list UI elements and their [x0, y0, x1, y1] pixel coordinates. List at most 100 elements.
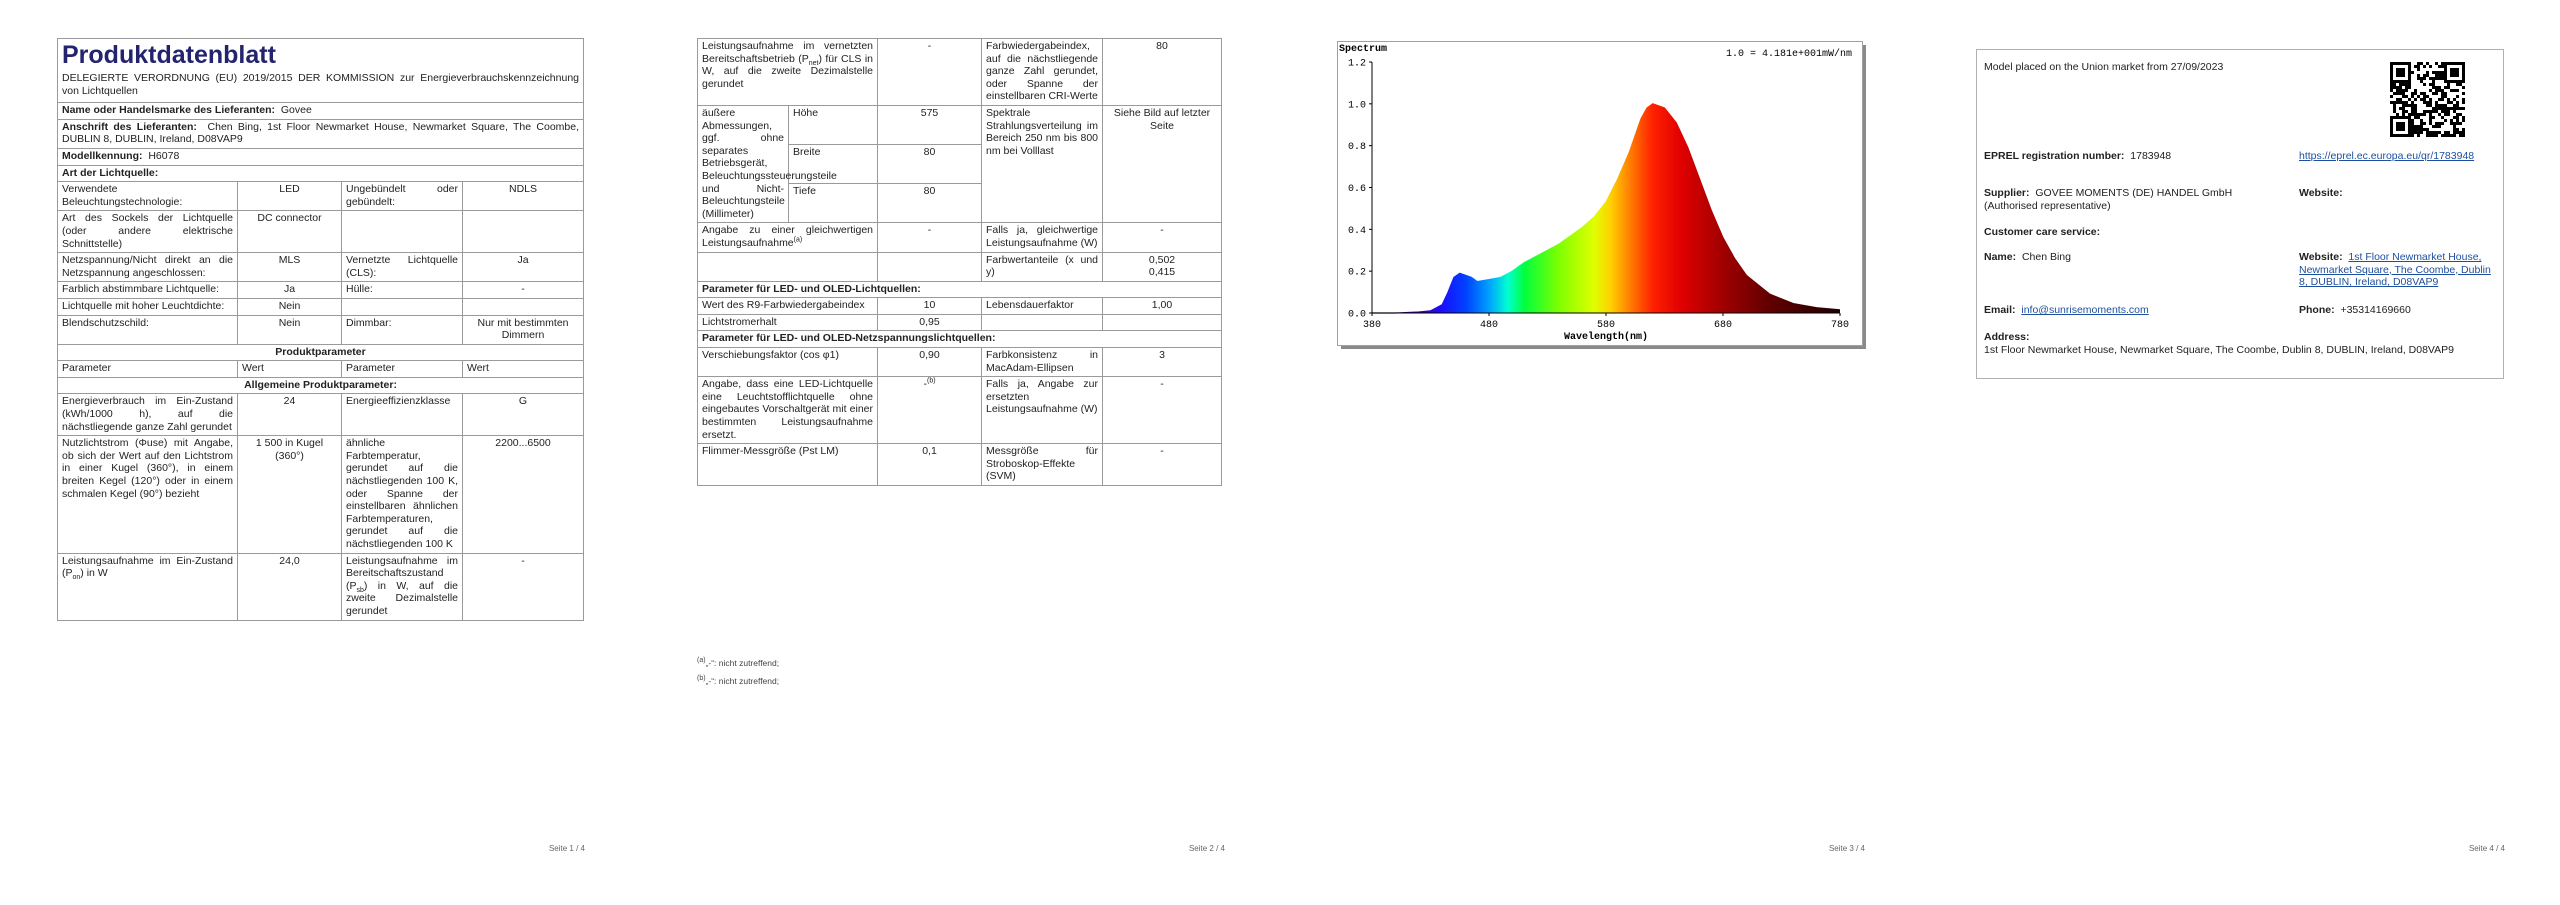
qr-module — [2435, 92, 2438, 95]
qr-module — [2429, 101, 2432, 104]
qr-module — [2402, 107, 2405, 110]
qr-module — [2408, 65, 2411, 68]
table-cell: Farbkonsistenz in MacAdam-Ellipsen — [981, 347, 1104, 378]
qr-module — [2423, 74, 2426, 77]
qr-module — [2411, 110, 2414, 113]
table-cell: Nutzlichtstrom (Φuse) mit Angabe, ob sic… — [57, 435, 238, 554]
text: Netzspannung/Nicht direkt an die Netzspa… — [62, 254, 233, 279]
qr-module — [2420, 92, 2423, 95]
qr-module — [2456, 62, 2459, 65]
contact-name: Name: Chen Bing — [1984, 251, 2071, 264]
qr-module — [2426, 131, 2429, 134]
table-cell: Name oder Handelsmarke des Lieferanten: … — [56, 102, 585, 120]
customer-care-heading: Customer care service: — [1984, 226, 2101, 238]
qr-module — [2459, 80, 2462, 83]
qr-module — [2408, 128, 2411, 131]
table-row: Angabe zu einer gleichwertigen Leistungs… — [696, 222, 1223, 253]
y-tick-label: 0.8 — [1348, 142, 1366, 153]
qr-module — [2390, 134, 2393, 137]
qr-module — [2390, 86, 2393, 89]
footnote: (a)„-“: nicht zutreffend; — [697, 657, 779, 668]
text: - — [1160, 378, 1164, 391]
qr-module — [2453, 134, 2456, 137]
qr-module — [2396, 71, 2399, 74]
qr-module — [2405, 116, 2408, 119]
qr-module — [2399, 62, 2402, 65]
qr-module — [2429, 98, 2432, 101]
subscript: sb — [356, 586, 364, 594]
qr-module — [2402, 116, 2405, 119]
qr-module — [2456, 128, 2459, 131]
qr-module — [2444, 86, 2447, 89]
qr-module — [2423, 65, 2426, 68]
value[interactable]: 1st Floor Newmarket House, Newmarket Squ… — [2299, 251, 2491, 289]
qr-module — [2435, 122, 2438, 125]
label: Modellkennung: — [62, 149, 143, 162]
table-cell — [877, 251, 983, 282]
table-cell: Angabe, dass eine LED-Lichtquelle eine L… — [696, 376, 879, 445]
qr-module — [2429, 65, 2432, 68]
qr-module — [2417, 95, 2420, 98]
qr-module — [2411, 131, 2414, 134]
supplier: Supplier: GOVEE MOMENTS (DE) HANDEL GmbH… — [1984, 187, 2284, 212]
qr-module — [2459, 134, 2462, 137]
table-cell: Energieeffizienzklasse — [341, 393, 463, 437]
qr-module — [2438, 89, 2441, 92]
table-cell: Höhe — [787, 104, 879, 146]
table-cell: 80 — [877, 144, 983, 185]
qr-module — [2453, 62, 2456, 65]
text: Leistungsaufnahme im Ein-Zustand (P — [62, 554, 233, 580]
qr-module — [2444, 131, 2447, 134]
text: Lichtstromerhalt — [702, 315, 777, 328]
qr-module — [2438, 131, 2441, 134]
qr-module — [2435, 89, 2438, 92]
table-row: Lichtstromerhalt 0,95 — [696, 313, 1223, 332]
page-footer: Seite 4 / 4 — [2468, 844, 2505, 853]
qr-module — [2447, 86, 2450, 89]
page-title: Produktdatenblatt — [62, 41, 276, 69]
qr-module — [2441, 116, 2444, 119]
qr-module — [2462, 80, 2465, 83]
qr-module — [2456, 68, 2459, 71]
value[interactable]: info@sunrisemoments.com — [2021, 304, 2149, 316]
qr-module — [2408, 77, 2411, 80]
qr-module — [2393, 101, 2396, 104]
value: 1783948 — [2130, 150, 2172, 162]
qr-module — [2450, 107, 2453, 110]
qr-module — [2435, 77, 2438, 80]
qr-module — [2414, 110, 2417, 113]
x-tick-label: 480 — [1480, 320, 1498, 331]
qr-module — [2456, 119, 2459, 122]
table-cell: 80 — [1102, 38, 1223, 106]
qr-module — [2429, 83, 2432, 86]
table-cell: 80 — [877, 183, 983, 224]
qr-module — [2462, 116, 2465, 119]
qr-module — [2429, 77, 2432, 80]
table-cell: - — [877, 38, 983, 106]
eprel-link[interactable]: https://eprel.ec.europa.eu/qr/1783948 — [2299, 150, 2475, 162]
text: NDLS — [509, 183, 538, 196]
qr-module — [2444, 134, 2447, 137]
qr-module — [2399, 101, 2402, 104]
qr-module — [2453, 110, 2456, 113]
qr-module — [2414, 107, 2417, 110]
text: DC connector — [257, 212, 322, 225]
qr-module — [2396, 125, 2399, 128]
text: Farbkonsistenz in MacAdam-Ellipsen — [986, 349, 1099, 374]
text: äußere Abmessungen, ggf. ohne separates … — [702, 106, 837, 220]
qr-module — [2408, 68, 2411, 71]
qr-module — [2429, 110, 2432, 113]
subscript: on — [72, 574, 81, 582]
qr-module — [2399, 122, 2402, 125]
text: Lebensdauerfaktor — [986, 299, 1074, 312]
text: 575 — [920, 106, 939, 119]
text: Leistungsaufnahme im Bereitschaftszustan… — [346, 554, 458, 592]
table-cell: Messgröße für Stroboskop-Effekte (SVM) — [981, 443, 1104, 486]
qr-module — [2402, 68, 2405, 71]
qr-module — [2390, 116, 2393, 119]
spectrum-curve — [1372, 103, 1841, 314]
qr-module — [2435, 101, 2438, 104]
table-row: Name oder Handelsmarke des Lieferanten: … — [56, 102, 585, 120]
qr-module — [2426, 71, 2429, 74]
table-cell: 0,95 — [877, 313, 983, 332]
